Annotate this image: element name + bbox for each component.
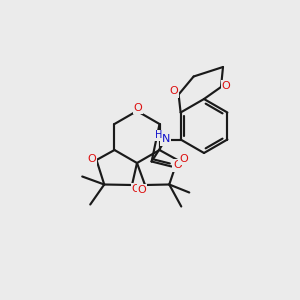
Text: O: O: [134, 103, 142, 113]
Text: O: O: [138, 185, 146, 195]
Text: O: O: [222, 81, 230, 91]
Text: N: N: [161, 134, 170, 145]
Text: O: O: [169, 86, 178, 97]
Text: O: O: [132, 184, 140, 194]
Text: H: H: [155, 130, 162, 140]
Text: O: O: [179, 154, 188, 164]
Text: O: O: [173, 160, 182, 170]
Text: O: O: [87, 154, 96, 164]
